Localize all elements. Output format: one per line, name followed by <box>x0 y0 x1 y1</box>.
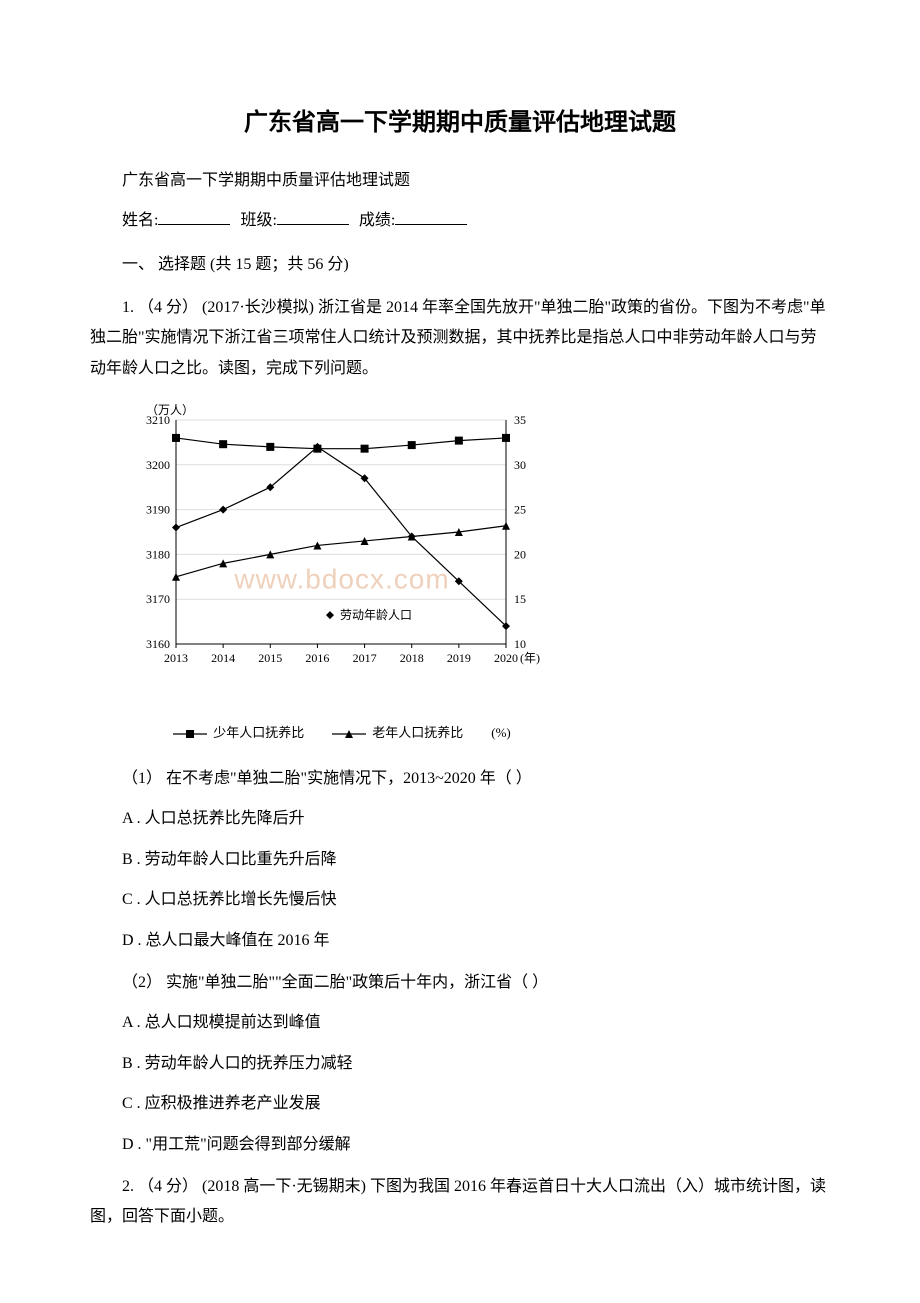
chart-svg: 316031703180319032003210101520253035（万人）… <box>122 402 562 702</box>
svg-text:20: 20 <box>514 547 526 561</box>
svg-text:2018: 2018 <box>400 651 424 665</box>
svg-text:3170: 3170 <box>146 592 170 606</box>
svg-text:2016: 2016 <box>305 651 329 665</box>
svg-text:25: 25 <box>514 503 526 517</box>
svg-text:2019: 2019 <box>447 651 471 665</box>
svg-text:（万人）: （万人） <box>146 403 194 417</box>
subtitle: 广东省高一下学期期中质量评估地理试题 <box>90 166 830 196</box>
svg-text:劳动年龄人口: 劳动年龄人口 <box>340 608 412 622</box>
question-1-stem: 1. （4 分） (2017·长沙模拟) 浙江省是 2014 年率全国先放开"单… <box>90 293 830 384</box>
chart-legend: 少年人口抚养比 老年人口抚养比 (%) <box>122 721 562 746</box>
q1s2-opt-b: B . 劳动年龄人口的抚养压力减轻 <box>90 1049 830 1079</box>
q1s1-opt-d: D . 总人口最大峰值在 2016 年 <box>90 926 830 956</box>
svg-text:2017: 2017 <box>353 651 377 665</box>
chart-1: 316031703180319032003210101520253035（万人）… <box>122 402 562 746</box>
q1s1-opt-c: C . 人口总抚养比增长先慢后快 <box>90 885 830 915</box>
q1s2-opt-a: A . 总人口规模提前达到峰值 <box>90 1008 830 1038</box>
legend-unit: (%) <box>491 721 511 746</box>
svg-text:3190: 3190 <box>146 503 170 517</box>
svg-text:2014: 2014 <box>211 651 235 665</box>
question-2-stem: 2. （4 分） (2018 高一下·无锡期末) 下图为我国 2016 年春运首… <box>90 1172 830 1233</box>
svg-text:3180: 3180 <box>146 547 170 561</box>
score-blank[interactable] <box>395 207 467 225</box>
svg-text:2015: 2015 <box>258 651 282 665</box>
name-blank[interactable] <box>158 207 230 225</box>
svg-text:2013: 2013 <box>164 651 188 665</box>
student-info-line: 姓名: 班级: 成绩: <box>90 206 830 236</box>
svg-text:35: 35 <box>514 413 526 427</box>
svg-text:3200: 3200 <box>146 458 170 472</box>
legend-item: 少年人口抚养比 <box>173 721 304 746</box>
question-1-sub2: （2） 实施"单独二胎""全面二胎"政策后十年内，浙江省（ ） <box>90 968 830 998</box>
class-label: 班级: <box>240 212 276 229</box>
q1s2-opt-c: C . 应积极推进养老产业发展 <box>90 1089 830 1119</box>
page-title: 广东省高一下学期期中质量评估地理试题 <box>90 100 830 146</box>
svg-text:2020: 2020 <box>494 651 518 665</box>
q1s1-opt-a: A . 人口总抚养比先降后升 <box>90 804 830 834</box>
svg-text:3160: 3160 <box>146 637 170 651</box>
legend-item: 老年人口抚养比 <box>332 721 463 746</box>
svg-text:30: 30 <box>514 458 526 472</box>
svg-text:10: 10 <box>514 637 526 651</box>
score-label: 成绩: <box>359 212 395 229</box>
svg-text:(年): (年) <box>520 651 540 665</box>
section-1-heading: 一、 选择题 (共 15 题；共 56 分) <box>90 250 830 280</box>
name-label: 姓名: <box>122 212 158 229</box>
question-1-sub1: （1） 在不考虑"单独二胎"实施情况下，2013~2020 年（ ） <box>90 764 830 794</box>
q1s1-opt-b: B . 劳动年龄人口比重先升后降 <box>90 845 830 875</box>
q1s2-opt-d: D . "用工荒"问题会得到部分缓解 <box>90 1130 830 1160</box>
svg-text:15: 15 <box>514 592 526 606</box>
class-blank[interactable] <box>277 207 349 225</box>
